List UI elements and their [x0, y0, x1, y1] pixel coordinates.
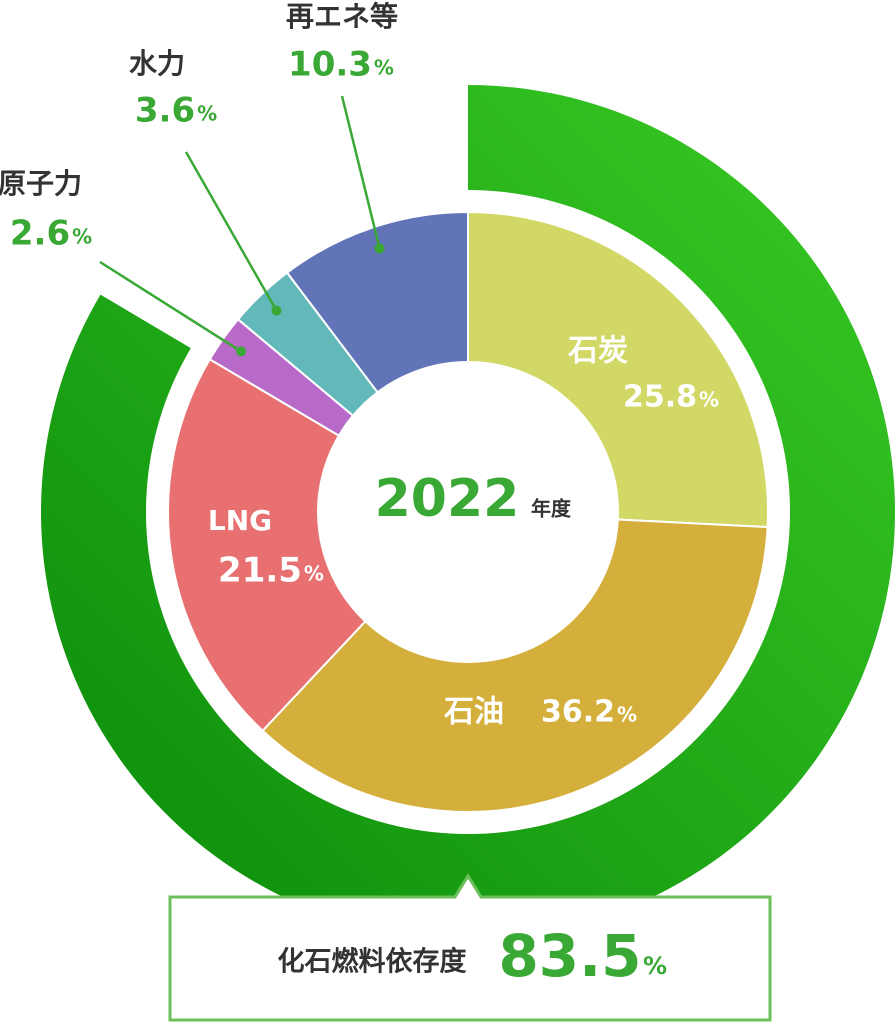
leader-line — [99, 260, 242, 353]
value-label: 2.6 — [10, 214, 70, 254]
leader-dot — [236, 346, 247, 357]
category-label: 水力 — [129, 47, 185, 80]
value-unit: % — [374, 56, 394, 80]
value-label: 25.8 — [623, 380, 697, 415]
leader-line — [340, 95, 381, 249]
fossil-unit: % — [643, 952, 667, 980]
value-unit: % — [197, 102, 217, 126]
summary-box — [168, 873, 772, 1022]
fossil-label: 化石燃料依存度 — [278, 946, 467, 978]
value-unit: % — [699, 388, 719, 412]
donut-slice — [467, 210, 769, 529]
value-unit: % — [617, 703, 637, 727]
category-label: 石油 — [443, 695, 504, 730]
category-label: 再エネ等 — [286, 0, 398, 33]
leader-line — [184, 151, 278, 312]
value-label: 21.5 — [218, 551, 302, 591]
value-label: 10.3 — [288, 45, 372, 85]
leader-dot — [374, 243, 385, 254]
donut-slice — [285, 210, 469, 394]
value-label: 36.2 — [541, 695, 615, 730]
leader-dot — [271, 305, 282, 316]
value-unit: % — [72, 225, 92, 249]
fossil-value: 83.5 — [498, 922, 641, 990]
category-label: 石炭 — [567, 334, 628, 369]
donut-slice — [167, 357, 367, 733]
donut-slice — [261, 518, 769, 813]
category-label: 原子力 — [0, 167, 82, 200]
center-unit: 年度 — [531, 497, 572, 521]
category-label: LNG — [208, 504, 272, 537]
value-label: 3.6 — [135, 91, 195, 131]
value-unit: % — [304, 562, 324, 586]
center-year: 2022 — [375, 469, 520, 529]
